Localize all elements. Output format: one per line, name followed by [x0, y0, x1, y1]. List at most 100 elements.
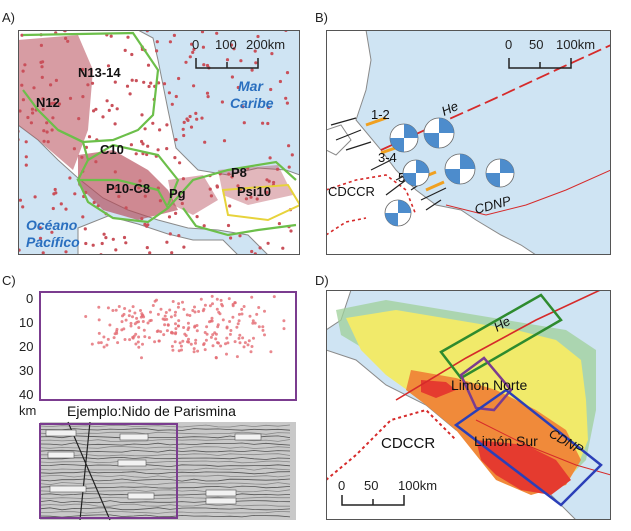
hypocenter-dot — [174, 331, 178, 335]
he-fault-d — [395, 290, 603, 401]
hypocenter-dot — [194, 338, 198, 342]
seismicity-dot — [192, 84, 196, 88]
hypocenter-dot — [122, 327, 126, 331]
hypocenter-dot — [182, 326, 186, 329]
hypocenter-dot — [224, 342, 227, 346]
reflector-line — [39, 510, 291, 514]
seismicity-dot — [40, 75, 44, 79]
seismicity-dot — [206, 95, 210, 99]
seismicity-dot — [129, 143, 133, 147]
seismic-cluster-p10 — [78, 150, 178, 220]
hypocenter-dot — [146, 321, 150, 325]
seismicity-dot — [158, 199, 162, 203]
seismicity-dot — [18, 109, 22, 113]
seismicity-dot — [174, 211, 178, 215]
seismicity-dot — [40, 65, 44, 69]
hypocenter-dot — [142, 328, 146, 332]
seismicity-dot — [41, 107, 45, 111]
zone-label-n12: N12 — [36, 95, 60, 110]
profile-annotation-boxes — [45, 429, 262, 505]
seismicity-dot — [170, 251, 174, 255]
seismicity-dot — [39, 43, 43, 47]
seismicity-dot — [102, 232, 106, 236]
seismicity-dot — [45, 130, 49, 134]
label-limon-sur: Limón Sur — [474, 433, 538, 449]
seismicity-dot — [232, 47, 236, 51]
seismicity-dot — [178, 161, 182, 165]
reflector-line — [39, 424, 291, 428]
hypocenter-dot — [129, 324, 133, 328]
hypocenter-dot — [193, 325, 197, 329]
zone-label-p8: P8 — [231, 165, 247, 180]
seismicity-dot — [94, 107, 98, 111]
hypocenter-dot — [106, 337, 110, 341]
hypocenter-dot — [128, 338, 132, 342]
seismicity-dot — [81, 215, 85, 219]
panel-a-frame — [18, 30, 300, 255]
seismicity-dot — [229, 43, 234, 47]
depth-unit: km — [19, 403, 36, 418]
seismicity-dot — [182, 245, 186, 249]
seismicity-dot — [188, 114, 192, 119]
seismicity-dot — [59, 202, 63, 206]
seismicity-dot — [39, 60, 43, 64]
seismicity-dot — [146, 223, 150, 227]
hypocenter-dot — [242, 305, 246, 308]
hypocenter-dot — [215, 297, 219, 301]
seismicity-dot — [90, 81, 95, 85]
hypocenter-dot — [225, 352, 228, 356]
seismicity-dot — [86, 83, 90, 87]
seismicity-dot — [20, 83, 24, 87]
reflector-line — [39, 496, 290, 500]
hypocenter-dot — [174, 322, 177, 326]
hypocenter-dot — [215, 307, 219, 311]
hypocenter-dot — [210, 316, 214, 320]
cdnp-fault — [445, 169, 611, 216]
panel-b-map: 1-2 3-4 5-6-7 He CDCCR CDNP 0 50 100km — [326, 30, 611, 255]
focal-mechanism — [384, 199, 412, 227]
label-cdccr-d: CDCCR — [381, 435, 435, 452]
seismicity-dot — [50, 128, 54, 132]
hypocenter-dot — [114, 308, 118, 312]
seismicity-dot — [170, 102, 174, 106]
seismicity-dot — [21, 205, 25, 209]
seismicity-dot — [184, 60, 188, 64]
seismicity-dot — [24, 140, 28, 144]
hypocenter-dot — [235, 355, 239, 359]
hypocenter-dot — [269, 350, 273, 354]
reflector-line — [39, 471, 291, 475]
sea-label-mar: Mar — [238, 78, 264, 94]
hypocenter-dot — [171, 331, 175, 335]
hypocenter-dot — [177, 302, 181, 306]
hypocenter-dot — [210, 319, 214, 323]
panel-d-frame — [326, 290, 611, 520]
hypocenter-dot — [201, 309, 205, 313]
hypocenter-dot — [122, 312, 126, 316]
seismicity-dot — [149, 81, 153, 85]
panel-c-depth-section: 0 10 20 30 40 km Ejemplo:Nido de Parismi… — [19, 291, 297, 521]
seismicity-dot — [250, 249, 254, 254]
label-cdccr-b: CDCCR — [328, 184, 375, 199]
seismicity-dot — [203, 140, 207, 144]
seismicity-dot — [101, 115, 105, 119]
seismicity-dot — [261, 121, 265, 125]
hypocenter-dot — [225, 326, 229, 330]
seismicity-dot — [284, 96, 288, 100]
seismicity-dot — [269, 87, 273, 92]
scale-a-mid: 100 — [215, 37, 237, 52]
seismicity-dot — [111, 237, 115, 241]
hypocenter-dot — [209, 335, 213, 339]
zone-label-n13-14: N13-14 — [78, 65, 121, 80]
seismicity-dot — [50, 101, 55, 105]
hypocenter-dot — [199, 297, 203, 301]
hypocenter-dot — [173, 340, 177, 344]
seismicity-dot — [181, 177, 185, 181]
hypocenter-dot — [97, 341, 101, 345]
seismicity-dot — [57, 102, 62, 106]
seismicity-dot — [227, 172, 231, 176]
hypocenter-dot — [157, 339, 161, 343]
seismicity-dot — [229, 236, 233, 240]
hypocenter-dot — [129, 321, 133, 325]
seismicity-dot — [126, 35, 130, 39]
seismicity-dot — [141, 142, 145, 146]
